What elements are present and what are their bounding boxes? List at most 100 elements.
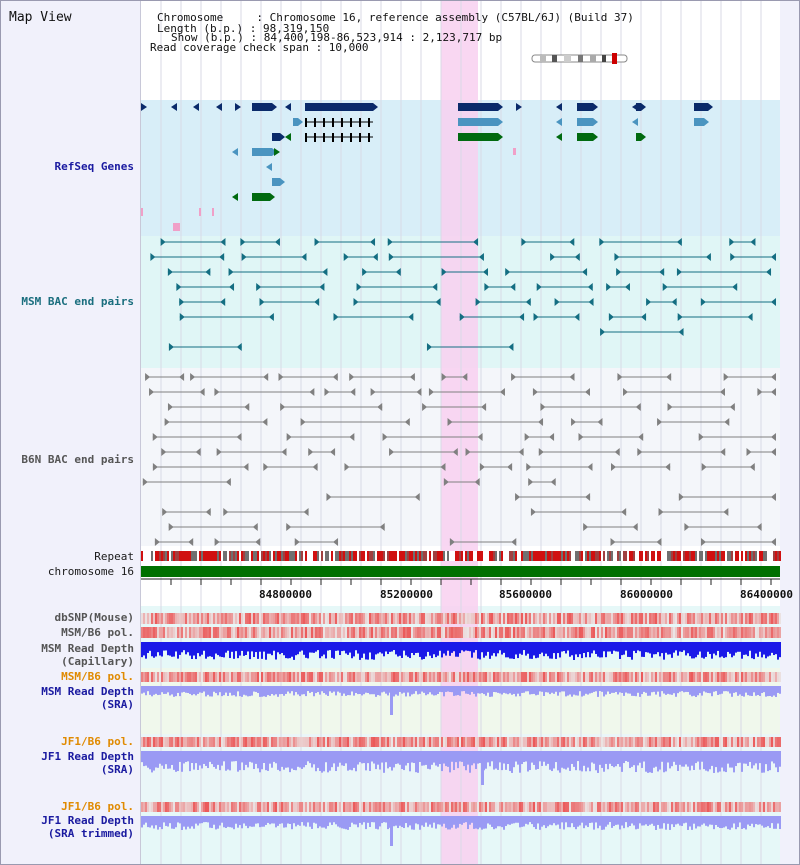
- msm-b6-pol-2-heat: [223, 672, 225, 682]
- msm-b6-pol-heat: [227, 627, 229, 638]
- chromosome-ideogram[interactable]: [530, 52, 630, 66]
- dbsnp-heat: [459, 613, 461, 624]
- msm-b6-pol-2-heat: [227, 672, 229, 682]
- jf1-depth-sra: [623, 751, 625, 764]
- msm-depth-capillary: [643, 642, 645, 657]
- msm-depth-capillary: [729, 642, 731, 654]
- b6n-bac-pair-end: [286, 523, 292, 531]
- jf1-b6-pol-heat: [211, 737, 213, 747]
- msm-b6-pol-heat: [619, 627, 621, 638]
- dbsnp-heat: [467, 613, 469, 624]
- msm-depth-capillary: [565, 642, 567, 654]
- jf1-b6-pol-2-heat: [495, 802, 497, 812]
- repeat-mark: [623, 551, 625, 561]
- msm-b6-pol-heat: [431, 627, 433, 638]
- dbsnp-heat: [761, 613, 763, 624]
- b6n-bac-pair-end: [635, 403, 641, 411]
- dbsnp-heat: [297, 613, 299, 624]
- jf1-b6-pol-heat: [603, 737, 605, 747]
- jf1-b6-pol-heat: [287, 737, 289, 747]
- jf1-b6-pol-2-heat: [739, 802, 741, 812]
- repeat-mark: [495, 551, 497, 561]
- jf1-b6-pol-heat: [513, 737, 515, 747]
- jf1-depth-trimmed: [273, 816, 275, 824]
- msm-b6-pol-heat: [403, 627, 405, 638]
- msm-depth-capillary: [675, 642, 677, 651]
- dbsnp-heat: [673, 613, 675, 624]
- msm-b6-pol-2-heat: [713, 672, 715, 682]
- jf1-b6-pol-2-heat: [745, 802, 747, 812]
- msm-b6-pol-2-heat: [395, 672, 397, 682]
- dbsnp-heat: [205, 613, 207, 624]
- msm-bac-pair-end: [256, 283, 262, 291]
- jf1-b6-pol-2-heat: [247, 802, 249, 812]
- msm-depth-capillary: [301, 642, 303, 651]
- gene-model-arrow: [593, 103, 598, 111]
- msm-b6-pol-2-heat: [459, 672, 461, 682]
- msm-b6-pol-heat: [417, 627, 419, 638]
- msm-b6-pol-2-heat: [245, 672, 247, 682]
- msm-bac-pair-end: [362, 268, 368, 276]
- jf1-b6-pol-2-heat: [587, 802, 589, 812]
- msm-b6-pol-2-heat: [565, 672, 567, 682]
- jf1-depth-sra: [541, 751, 543, 766]
- msm-b6-pol-heat: [151, 627, 153, 638]
- jf1-depth-trimmed: [227, 816, 229, 827]
- repeat-mark: [359, 551, 361, 561]
- msm-b6-pol-2-heat: [621, 672, 623, 682]
- jf1-b6-pol-2-heat: [779, 802, 781, 812]
- repeat-mark: [443, 551, 445, 561]
- gene-model-arrow: [298, 118, 303, 126]
- jf1-b6-pol-2-heat: [651, 802, 653, 812]
- msm-bac-pair-end: [387, 238, 393, 246]
- jf1-b6-pol-2-heat: [151, 802, 153, 812]
- msm-depth-sra: [629, 686, 631, 694]
- dbsnp-heat: [605, 613, 607, 624]
- msm-b6-pol-2-heat: [663, 672, 665, 682]
- b6n-bac-pair-end: [538, 418, 544, 426]
- jf1-depth-sra: [621, 751, 623, 772]
- msm-depth-sra: [719, 686, 721, 695]
- jf1-b6-pol-2-heat: [715, 802, 717, 812]
- jf1-b6-pol-heat: [217, 737, 219, 747]
- msm-b6-pol-2-heat: [727, 672, 729, 682]
- jf1-depth-trimmed: [353, 816, 355, 825]
- msm-depth-capillary: [373, 642, 375, 660]
- msm-depth-capillary: [255, 642, 257, 653]
- jf1-b6-pol-2-heat: [229, 802, 231, 812]
- msm-depth-capillary: [409, 642, 411, 659]
- dbsnp-heat: [543, 613, 545, 624]
- msm-depth-capillary: [353, 642, 355, 657]
- msm-depth-sra: [705, 686, 707, 693]
- msm-bac-pair-end: [176, 283, 182, 291]
- msm-b6-pol-2-heat: [219, 672, 221, 682]
- dbsnp-heat: [593, 613, 595, 624]
- msm-depth-sra: [759, 686, 761, 696]
- jf1-depth-trimmed: [225, 816, 227, 829]
- jf1-b6-pol-heat: [569, 737, 571, 747]
- msm-depth-capillary: [213, 642, 215, 660]
- jf1-depth-trimmed: [689, 816, 691, 827]
- repeat-mark: [255, 551, 257, 561]
- msm-b6-pol-heat: [593, 627, 595, 638]
- msm-depth-sra: [223, 686, 225, 696]
- msm-depth-capillary: [579, 642, 581, 655]
- msm-depth-capillary: [273, 642, 275, 651]
- msm-b6-pol-heat: [611, 627, 613, 638]
- jf1-b6-pol-2-heat: [215, 802, 217, 812]
- jf1-b6-pol-2-heat: [725, 802, 727, 812]
- dbsnp-heat: [745, 613, 747, 624]
- msm-b6-pol-heat: [453, 627, 455, 638]
- repeat-mark: [769, 551, 771, 561]
- msm-depth-capillary: [757, 642, 759, 657]
- jf1-b6-pol-2-heat: [411, 802, 413, 812]
- jf1-depth-trimmed: [719, 816, 721, 829]
- jf1-depth-trimmed: [775, 816, 777, 829]
- jf1-b6-pol-heat: [565, 737, 567, 747]
- jf1-b6-pol-heat: [269, 737, 271, 747]
- jf1-depth-trimmed: [489, 816, 491, 825]
- jf1-b6-pol-2-heat: [325, 802, 327, 812]
- msm-depth-capillary: [657, 642, 659, 653]
- dbsnp-heat: [223, 613, 225, 624]
